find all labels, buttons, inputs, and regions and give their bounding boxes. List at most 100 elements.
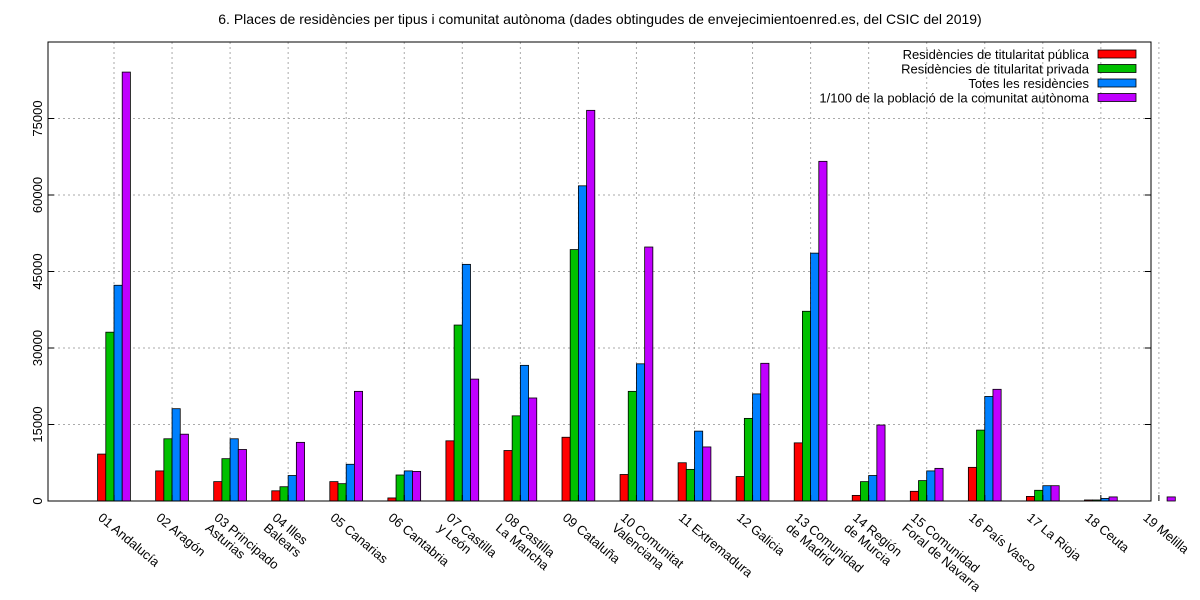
- y-tick-label: 45000: [30, 253, 45, 289]
- bar: [519, 364, 529, 502]
- bar: [802, 310, 812, 502]
- bar: [155, 470, 165, 502]
- bar: [702, 446, 712, 502]
- x-tick-label-line: 05 Canarias: [328, 510, 392, 567]
- bar: [694, 430, 704, 502]
- legend: Residències de titularitat públicaResidè…: [819, 47, 1137, 106]
- bar: [569, 249, 579, 502]
- bar: [329, 481, 339, 502]
- bar: [735, 476, 745, 502]
- bar: [453, 324, 463, 502]
- bar: [1108, 496, 1118, 502]
- bar: [1026, 496, 1036, 502]
- bar: [976, 429, 986, 502]
- legend-label: 1/100 de la població de la comunitat aut…: [819, 91, 1089, 106]
- bar: [279, 486, 289, 502]
- bar: [221, 458, 231, 502]
- bar: [461, 263, 471, 502]
- legend-swatch: [1097, 64, 1137, 73]
- bars: [97, 71, 1176, 502]
- bar: [395, 474, 405, 502]
- bar: [860, 481, 870, 502]
- x-tick-label-line: 19 Melilla: [1140, 510, 1192, 557]
- bar: [685, 468, 695, 502]
- y-tick-label: 30000: [30, 330, 45, 366]
- x-tick-label-line: 17 La Rioja: [1024, 510, 1085, 564]
- bar: [503, 450, 513, 502]
- bar: [984, 396, 994, 502]
- bar: [619, 474, 629, 502]
- bar: [818, 160, 828, 502]
- x-tick-label-line: 09 Cataluña: [560, 510, 624, 567]
- chart-title: 6. Places de residències per tipus i com…: [218, 11, 981, 27]
- x-tick-label-line: 18 Ceuta: [1082, 510, 1133, 556]
- bar: [511, 415, 521, 502]
- bar: [586, 109, 596, 502]
- bar: [470, 378, 480, 502]
- bar: [918, 480, 928, 502]
- bar: [528, 397, 538, 502]
- bar: [271, 490, 281, 502]
- x-tick-label: 17 La Rioja: [1024, 510, 1085, 564]
- x-tick-label: 12 Galicia: [734, 510, 789, 559]
- x-tick-label: 19 Melilla: [1140, 510, 1192, 557]
- legend-label: Residències de titularitat pública: [903, 47, 1090, 62]
- legend-label: Residències de titularitat privada: [901, 62, 1090, 77]
- legend-swatch: [1097, 49, 1137, 59]
- bar: [810, 252, 820, 502]
- bar: [171, 408, 181, 502]
- bar: [851, 494, 861, 502]
- bar: [561, 436, 571, 502]
- bar: [793, 442, 803, 502]
- x-tick-label: 09 Cataluña: [560, 510, 624, 567]
- bar: [237, 449, 247, 502]
- bar: [752, 393, 762, 502]
- x-tick-label-line: 01 Andalucía: [95, 510, 163, 570]
- bar: [445, 440, 455, 502]
- bar: [295, 441, 305, 502]
- x-tick-label: 06 Cantabria: [386, 510, 453, 570]
- bar: [760, 362, 770, 502]
- y-tick-label: 75000: [30, 100, 45, 136]
- bar: [1166, 496, 1176, 502]
- x-tick-label-line: 06 Cantabria: [386, 510, 453, 570]
- bar: [926, 470, 936, 502]
- x-tick-label-line: 02 Aragón: [153, 510, 208, 560]
- bar: [934, 467, 944, 502]
- x-tick-label: 18 Ceuta: [1082, 510, 1133, 556]
- y-tick-label: 60000: [30, 177, 45, 213]
- x-tick-label: 08 CastillaLa Mancha: [493, 510, 561, 574]
- x-tick-label: 01 Andalucía: [95, 510, 163, 570]
- bar: [97, 453, 107, 502]
- bar: [105, 331, 115, 502]
- legend-label: Totes les residències: [968, 76, 1089, 91]
- bar: [229, 438, 239, 502]
- bar: [213, 481, 223, 502]
- legend-swatch: [1097, 93, 1137, 102]
- bar: [163, 438, 173, 502]
- y-tick-label: 0: [30, 497, 45, 504]
- x-tick-label: 02 Aragón: [153, 510, 208, 560]
- bar: [967, 466, 977, 502]
- bar: [412, 471, 422, 502]
- bar: [1034, 489, 1044, 502]
- bar: [578, 185, 588, 502]
- bar: [868, 475, 878, 502]
- y-tick-label: 15000: [30, 406, 45, 442]
- bar: [909, 490, 919, 502]
- bar: [627, 390, 637, 502]
- y-axis: 0 15000 30000 45000 60000 75000: [30, 100, 1151, 505]
- bar: [644, 246, 654, 502]
- bar: [1050, 485, 1060, 502]
- bar: [743, 417, 753, 502]
- bar: [636, 363, 646, 502]
- bar: [677, 462, 687, 502]
- grid: [48, 42, 1160, 501]
- x-tick-label: 05 Canarias: [328, 510, 392, 567]
- legend-swatch: [1097, 78, 1137, 88]
- bar: [876, 424, 886, 502]
- bar: [337, 483, 347, 502]
- bar: [403, 470, 413, 502]
